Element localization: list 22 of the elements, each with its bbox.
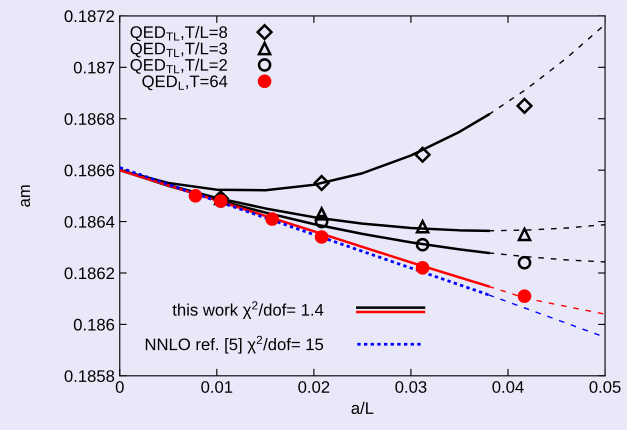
y-tick-label: 0.187	[74, 62, 114, 74]
legend-label: this work χ$^{2}$/dof= 1.4	[172, 301, 324, 320]
y-tick-label: 0.1872	[64, 10, 114, 22]
y-tick-label: 0.1866	[64, 164, 114, 176]
y-tick-label: 0.1868	[64, 113, 114, 125]
legend-label: QED$_{TL}$,T/L=2	[130, 58, 227, 74]
y-tick-label: 0.186	[74, 318, 114, 331]
x-tick-label: 0.03	[395, 381, 426, 393]
y-axis-title: am	[20, 185, 30, 207]
x-tick-label: 0.04	[492, 381, 524, 393]
x-tick-label: 0.02	[298, 381, 330, 393]
legend-label: QED$_{TL}$,T/L=3	[130, 42, 228, 58]
y-tick-label: 0.1858	[64, 370, 114, 382]
legend-label: NNLO ref. [5] χ$^{2}$/dof= 15	[146, 336, 324, 354]
y-tick-label: 0.1862	[64, 267, 114, 280]
x-tick-label: 0	[116, 381, 124, 393]
x-axis-title: a/L	[352, 402, 374, 414]
legend-label: QED$_{L}$,T=64	[142, 75, 228, 90]
legend-label: QED$_{TL}$,T/L=8	[130, 26, 228, 42]
x-tick-label: 0.05	[589, 381, 621, 393]
y-tick-label: 0.1864	[64, 216, 114, 228]
x-tick-label: 0.01	[201, 381, 232, 393]
